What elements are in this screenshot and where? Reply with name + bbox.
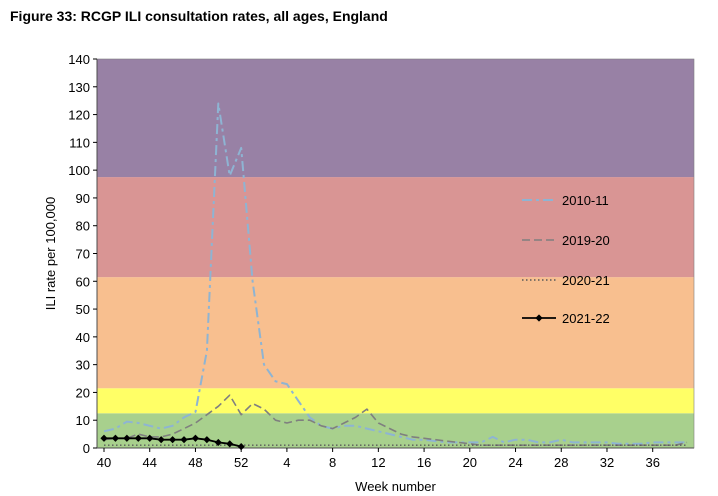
data-point-2021-22 xyxy=(191,434,200,442)
data-point-2021-22 xyxy=(203,436,211,444)
threshold-band-3 xyxy=(97,177,694,278)
threshold-bands xyxy=(97,59,694,448)
threshold-band-4 xyxy=(97,59,694,178)
data-point-2021-22 xyxy=(157,436,165,444)
legend: 2010-11 2019-20 2020-21 2021-22 xyxy=(522,193,610,326)
y-tick-label: 100 xyxy=(68,163,90,178)
threshold-band-2 xyxy=(97,277,694,389)
x-tick-label: 28 xyxy=(554,455,568,470)
y-tick-label: 60 xyxy=(76,274,90,289)
legend-marker xyxy=(535,314,543,322)
data-point-2021-22 xyxy=(226,440,234,448)
x-tick-label: 44 xyxy=(142,455,156,470)
legend-label-2010-11: 2010-11 xyxy=(562,193,609,208)
x-tick-label: 20 xyxy=(463,455,477,470)
data-point-2021-22 xyxy=(237,443,245,451)
x-tick-label: 48 xyxy=(188,455,202,470)
legend-label-2020-21: 2020-21 xyxy=(562,273,610,288)
x-tick-label: 36 xyxy=(645,455,659,470)
y-tick-label: 80 xyxy=(76,219,90,234)
threshold-band-1 xyxy=(97,388,694,414)
x-tick-label: 40 xyxy=(97,455,111,470)
data-point-2021-22 xyxy=(134,434,142,442)
y-tick-label: 10 xyxy=(76,413,90,428)
series-line-2019-20 xyxy=(103,394,688,447)
x-tick-label: 4 xyxy=(283,455,290,470)
legend-label-2019-20: 2019-20 xyxy=(562,233,610,248)
x-tick-label: 16 xyxy=(417,455,431,470)
y-axis-title: ILI rate per 100,000 xyxy=(43,197,58,310)
y-tick-label: 0 xyxy=(83,441,90,456)
y-tick-label: 110 xyxy=(69,135,90,150)
x-axis-title: Week number xyxy=(355,479,436,494)
y-tick-label: 90 xyxy=(76,191,90,206)
y-tick-label: 140 xyxy=(68,52,90,67)
y-tick-label: 70 xyxy=(76,247,90,262)
y-tick-label: 120 xyxy=(68,108,90,123)
y-tick-label: 30 xyxy=(76,358,90,373)
data-point-2021-22 xyxy=(214,438,222,447)
figure-title: Figure 33: RCGP ILI consultation rates, … xyxy=(10,8,388,24)
x-tick-label: 52 xyxy=(234,455,248,470)
series-lines xyxy=(100,102,688,451)
x-tick-label: 32 xyxy=(600,455,614,470)
y-tick-label: 20 xyxy=(76,385,90,400)
data-point-2021-22 xyxy=(111,434,120,442)
legend-label-2021-22: 2021-22 xyxy=(562,311,610,326)
data-point-2021-22 xyxy=(100,434,108,442)
x-tick-label: 24 xyxy=(508,455,522,470)
x-tick-label: 8 xyxy=(329,455,336,470)
data-point-2021-22 xyxy=(146,434,154,442)
axes xyxy=(93,58,695,452)
data-point-2021-22 xyxy=(168,436,177,444)
y-tick-label: 50 xyxy=(76,302,90,317)
y-tick-label: 40 xyxy=(76,330,90,345)
data-point-2021-22 xyxy=(180,436,188,444)
series-line-2010-11 xyxy=(103,102,687,445)
data-point-2021-22 xyxy=(123,434,131,442)
x-tick-label: 12 xyxy=(371,455,385,470)
y-tick-label: 130 xyxy=(68,80,90,95)
